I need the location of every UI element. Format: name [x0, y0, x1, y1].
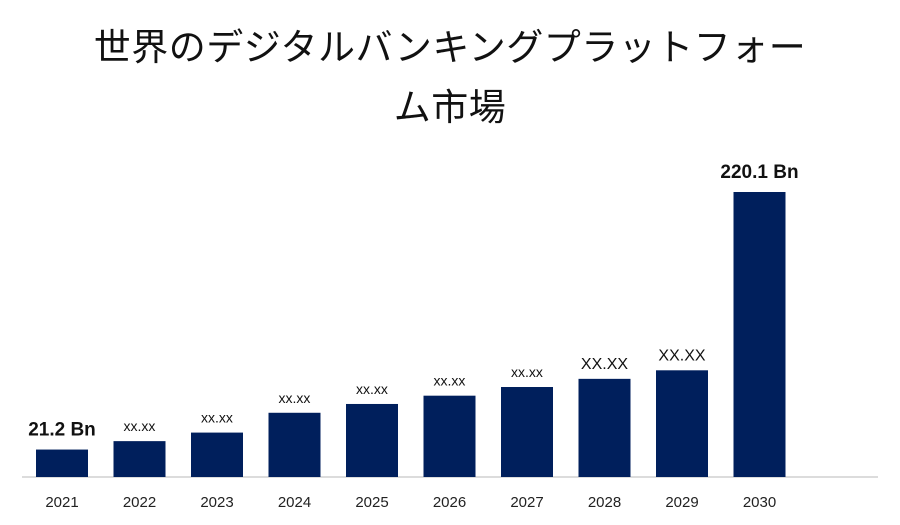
value-label-2021: 21.2 Bn: [28, 420, 96, 441]
value-labels-group: 21.2 Bn xx.xx xx.xx xx.xx xx.xx xx.xx xx.xx XX.…: [28, 162, 798, 441]
bar-2028: [578, 378, 631, 477]
chart-title: 世界のデジタルバンキングプラットフォーム市場: [93, 26, 807, 129]
bar-2023: [191, 432, 243, 477]
value-label-2024: xx.xx: [279, 390, 311, 406]
bars-group: [36, 192, 786, 477]
tick-label-2024: 2024: [278, 494, 311, 511]
tick-labels-group: 2021 2022 2023 2024 2025 2026 2027 2028 2029 2030: [45, 494, 776, 511]
bar-2029: [656, 370, 708, 477]
bar-2030: [733, 192, 786, 477]
tick-label-2022: 2022: [123, 494, 156, 511]
bar-2025: [346, 403, 398, 477]
tick-label-2023: 2023: [200, 494, 233, 511]
tick-label-2028: 2028: [588, 494, 621, 511]
value-label-2027: xx.xx: [511, 364, 543, 380]
bar-2026: [423, 395, 476, 477]
value-label-2026: xx.xx: [434, 373, 466, 389]
tick-label-2027: 2027: [510, 494, 543, 511]
bar-2022: [113, 441, 166, 477]
tick-label-2026: 2026: [433, 494, 466, 511]
value-label-2023: xx.xx: [201, 410, 233, 426]
value-label-2029: XX.XX: [658, 347, 705, 364]
value-label-2022: xx.xx: [124, 418, 156, 434]
tick-label-2021: 2021: [45, 494, 78, 511]
bar-2027: [501, 387, 553, 477]
bar-2024: [268, 412, 321, 477]
tick-label-2030: 2030: [743, 494, 776, 511]
bar-2021: [36, 449, 88, 477]
tick-label-2029: 2029: [665, 494, 698, 511]
value-label-2028: XX.XX: [581, 356, 628, 373]
value-label-2030: 220.1 Bn: [720, 162, 798, 183]
tick-label-2025: 2025: [355, 494, 388, 511]
value-label-2025: xx.xx: [356, 381, 388, 397]
